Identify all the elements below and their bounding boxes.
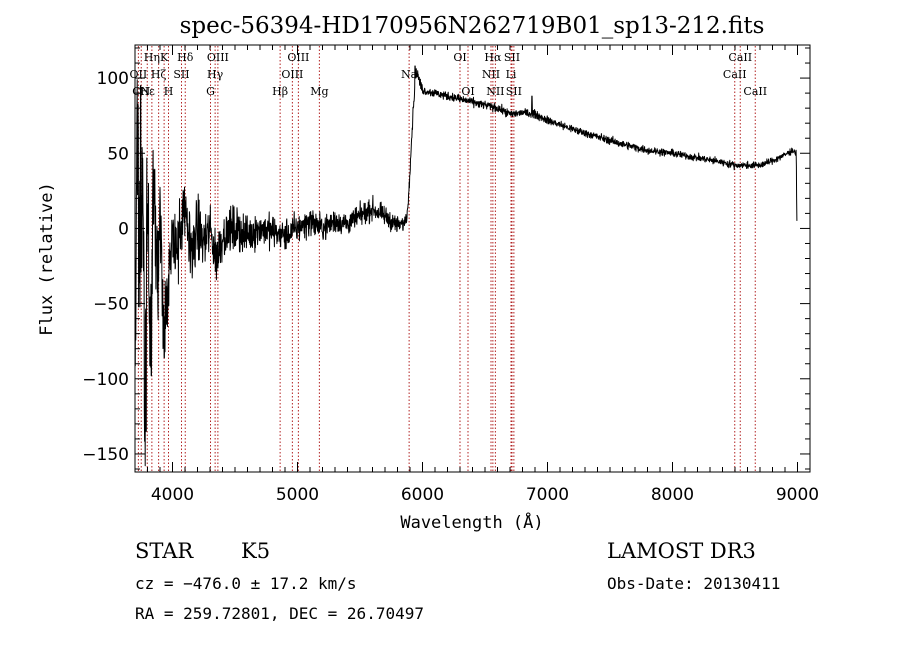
line-marker-label-27: CaII (743, 85, 767, 98)
y-tick-label-5: 100 (97, 69, 129, 89)
line-marker-label-0: OII (130, 68, 148, 81)
y-tick-label-1: −100 (82, 370, 129, 390)
spectrum-chart: spec-56394-HD170956N262719B01_sp13-212.f… (37, 13, 819, 533)
line-marker-label-23: SII (504, 51, 520, 64)
redshift-velocity: cz = −476.0 ± 17.2 km/s (135, 574, 357, 593)
line-marker-label-2: Hε (140, 85, 156, 98)
y-tick-label-2: −50 (93, 295, 129, 315)
x-axis: 4000 5000 6000 7000 8000 9000 (134, 45, 819, 505)
observation-date: Obs-Date: 20130411 (607, 574, 781, 593)
line-markers (137, 46, 756, 471)
line-marker-label-9: G (206, 85, 215, 98)
plot-frame (134, 44, 811, 473)
sky-coordinates: RA = 259.72801, DEC = 26.70497 (135, 604, 424, 623)
line-marker-labels: OIICNHεHηHζKHSIIHδGHγOIIIHβOIIIOIIIMgNaO… (130, 51, 768, 98)
line-marker-label-16: Na (401, 68, 418, 81)
line-marker-label-13: OIII (281, 68, 303, 81)
line-marker-label-22: Li (506, 68, 517, 81)
x-tick-label-0: 4000 (151, 485, 194, 505)
line-marker-label-19: NII (482, 68, 500, 81)
line-marker-label-10: Hγ (207, 68, 224, 81)
line-marker-label-17: OI (453, 51, 466, 64)
x-axis-label: Wavelength (Å) (400, 511, 543, 533)
chart-title: spec-56394-HD170956N262719B01_sp13-212.f… (180, 13, 765, 39)
spectrum-line (134, 65, 798, 467)
line-marker-label-25: CaII (723, 68, 747, 81)
line-marker-label-15: Mg (310, 85, 328, 98)
x-tick-label-3: 7000 (526, 485, 569, 505)
line-marker-label-4: Hζ (151, 68, 167, 81)
y-tick-label-4: 50 (107, 144, 129, 164)
line-marker-label-24: SII (506, 85, 522, 98)
line-marker-label-8: Hδ (177, 51, 194, 64)
line-marker-label-3: Hη (144, 51, 160, 64)
x-tick-label-1: 5000 (276, 485, 319, 505)
line-marker-label-20: Hα (484, 51, 502, 64)
line-marker-label-12: Hβ (272, 85, 288, 98)
object-subclass: K5 (241, 539, 271, 563)
line-marker-label-5: K (160, 51, 169, 64)
line-marker-label-6: H (164, 85, 174, 98)
x-tick-label-5: 9000 (776, 485, 819, 505)
y-tick-label-3: 0 (118, 219, 129, 239)
line-marker-label-14: OIII (287, 51, 309, 64)
y-axis-label: Flux (relative) (37, 182, 57, 336)
survey-name: LAMOST DR3 (607, 539, 756, 563)
line-marker-label-7: SII (173, 68, 189, 81)
line-marker-label-21: NII (486, 85, 504, 98)
line-marker-label-18: OI (461, 85, 474, 98)
line-marker-label-11: OIII (207, 51, 229, 64)
object-class: STAR (135, 539, 194, 563)
line-marker-label-26: CaII (728, 51, 752, 64)
x-tick-label-4: 8000 (651, 485, 694, 505)
y-axis: −150 −100 −50 0 50 100 (82, 47, 810, 470)
spectrum-series (134, 65, 798, 467)
x-tick-label-2: 6000 (401, 485, 444, 505)
y-tick-label-0: −150 (82, 445, 129, 465)
